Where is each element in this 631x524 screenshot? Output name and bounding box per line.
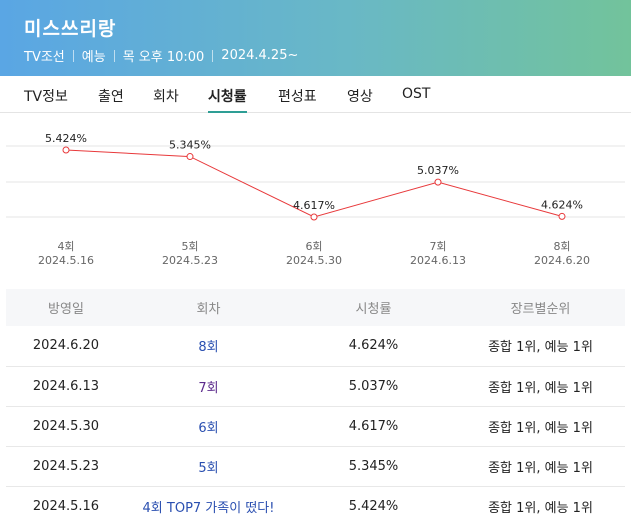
- table-row: 2024.6.20 8회 4.624% 종합 1위, 예능 1위: [6, 326, 625, 367]
- tab-episodes[interactable]: 회차: [153, 89, 179, 105]
- row-rating: 5.345%: [291, 446, 456, 487]
- row-rating: 5.424%: [291, 486, 456, 524]
- data-point: [186, 153, 194, 161]
- episode-link[interactable]: 7회: [198, 380, 219, 396]
- tab-ratings[interactable]: 시청률: [208, 86, 247, 113]
- table-row: 2024.5.16 4회 TOP7 가족이 떴다! 5.424% 종합 1위, …: [6, 486, 625, 524]
- tab-ost[interactable]: OST: [402, 86, 431, 102]
- row-rank: 종합 1위, 예능 1위: [456, 326, 625, 367]
- row-rating: 5.037%: [291, 366, 456, 407]
- x-tick-label: 4회: [57, 240, 74, 253]
- table-row: 2024.5.23 5회 5.345% 종합 1위, 예능 1위: [6, 446, 625, 487]
- x-tick-date: 2024.5.16: [38, 254, 94, 267]
- row-date: 2024.6.13: [6, 366, 126, 407]
- episode-link[interactable]: 5회: [198, 460, 219, 476]
- channel-name[interactable]: TV조선: [24, 50, 65, 65]
- row-date: 2024.5.23: [6, 446, 126, 487]
- row-rating: 4.617%: [291, 406, 456, 447]
- tab-bar: TV정보 출연 회차 시청률 편성표 영상 OST: [0, 76, 631, 113]
- program-header: 미스쓰리랑 TV조선 예능 목 오후 10:00 2024.4.25~: [0, 0, 631, 76]
- genre: 예능: [81, 50, 106, 65]
- x-tick-label: 6회: [305, 240, 322, 253]
- start-date: 2024.4.25~: [221, 48, 299, 63]
- row-date: 2024.6.20: [6, 326, 126, 367]
- tab-schedule[interactable]: 편성표: [278, 89, 317, 105]
- x-tick-label: 7회: [429, 240, 446, 253]
- row-rating: 4.624%: [291, 326, 456, 367]
- data-label: 4.624%: [541, 198, 583, 211]
- data-point: [434, 178, 442, 186]
- table-row: 2024.6.13 7회 5.037% 종합 1위, 예능 1위: [6, 366, 625, 407]
- col-header-rating: 시청률: [291, 289, 456, 326]
- tab-tv-info[interactable]: TV정보: [24, 89, 68, 105]
- program-meta: TV조선 예능 목 오후 10:00 2024.4.25~: [24, 46, 298, 65]
- x-tick-label: 8회: [553, 240, 570, 253]
- data-label: 5.037%: [417, 164, 459, 177]
- meta-divider: [72, 49, 74, 62]
- table-row: 2024.5.30 6회 4.617% 종합 1위, 예능 1위: [6, 406, 625, 447]
- tab-cast[interactable]: 출연: [98, 89, 124, 105]
- ratings-chart: 5.424% 4회 2024.5.16 5.345% 5회 2024.5.23 4.617%…: [0, 120, 631, 280]
- data-label: 5.345%: [169, 139, 211, 152]
- row-date: 2024.5.30: [6, 406, 126, 447]
- x-tick-date: 2024.6.13: [410, 254, 466, 267]
- program-title[interactable]: 미스쓰리랑: [24, 18, 117, 40]
- col-header-date: 방영일: [6, 289, 126, 326]
- row-rank: 종합 1위, 예능 1위: [456, 406, 625, 447]
- x-tick-date: 2024.5.30: [286, 254, 342, 267]
- meta-divider: [113, 49, 115, 62]
- episode-link[interactable]: 8회: [198, 340, 219, 356]
- ratings-table: 방영일 회차 시청률 장르별순위 2024.6.20 8회 4.624% 종합 …: [6, 289, 625, 524]
- row-rank: 종합 1위, 예능 1위: [456, 486, 625, 524]
- data-point: [558, 212, 566, 220]
- x-tick-date: 2024.6.20: [534, 254, 590, 267]
- episode-link[interactable]: 4회 TOP7 가족이 떴다!: [142, 500, 275, 516]
- data-label: 4.617%: [293, 199, 335, 212]
- x-tick-date: 2024.5.23: [162, 254, 218, 267]
- data-point: [62, 146, 70, 154]
- row-rank: 종합 1위, 예능 1위: [456, 366, 625, 407]
- data-point: [310, 213, 318, 221]
- episode-link[interactable]: 6회: [198, 420, 219, 436]
- tab-video[interactable]: 영상: [347, 89, 373, 105]
- x-tick-label: 5회: [181, 240, 198, 253]
- schedule: 목 오후 10:00: [122, 50, 205, 65]
- col-header-episode: 회차: [126, 289, 291, 326]
- col-header-rank: 장르별순위: [456, 289, 625, 326]
- row-rank: 종합 1위, 예능 1위: [456, 446, 625, 487]
- row-date: 2024.5.16: [6, 486, 126, 524]
- table-header-row: 방영일 회차 시청률 장르별순위: [6, 289, 625, 326]
- meta-divider: [212, 49, 214, 62]
- data-label: 5.424%: [45, 132, 87, 145]
